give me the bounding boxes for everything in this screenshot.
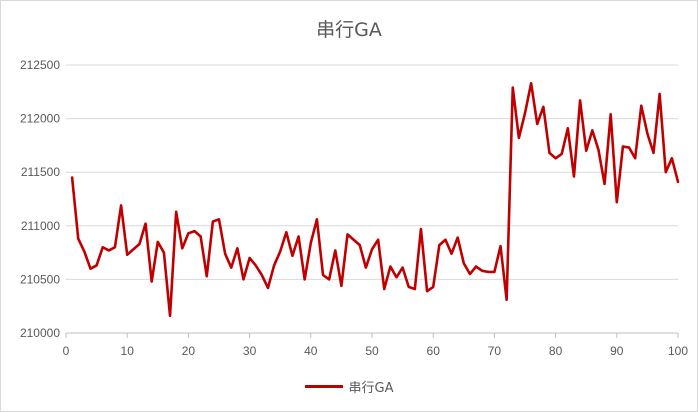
y-tick-label: 210500 xyxy=(20,272,60,286)
x-tick-label: 0 xyxy=(63,344,70,358)
y-tick-label: 211000 xyxy=(21,219,60,233)
x-tick-label: 40 xyxy=(304,344,318,358)
x-tick-label: 30 xyxy=(243,344,257,358)
x-tick-label: 60 xyxy=(427,344,441,358)
legend-label: 串行GA xyxy=(348,381,394,396)
y-tick-label: 212000 xyxy=(20,112,60,126)
x-tick-label: 80 xyxy=(549,344,563,358)
x-tick-label: 100 xyxy=(668,344,688,358)
legend-swatch xyxy=(304,385,343,388)
chart-title: 串行GA xyxy=(316,19,382,41)
plot-area: 210000 210500 211000 211500 212000 212500 0 10 2… xyxy=(20,58,688,358)
legend: 串行GA xyxy=(1,377,697,396)
x-tick-label: 10 xyxy=(121,344,135,358)
y-tick-label: 211500 xyxy=(21,165,60,179)
y-tick-label: 212500 xyxy=(20,58,60,72)
series-line xyxy=(70,81,680,318)
x-tick-label: 20 xyxy=(182,344,196,358)
x-tick-label: 90 xyxy=(610,344,624,358)
x-tick-label: 70 xyxy=(488,344,502,358)
x-tick-label: 50 xyxy=(365,344,379,358)
y-tick-label: 210000 xyxy=(20,326,60,340)
